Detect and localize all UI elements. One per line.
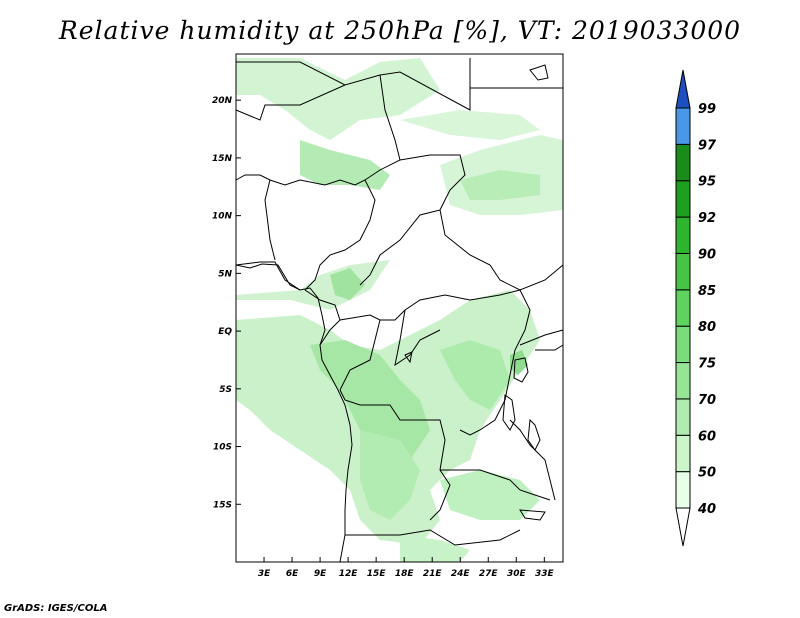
lat-tick-label: 5S	[219, 385, 232, 395]
colorbar-label: 50	[698, 466, 716, 481]
lon-tick-label: 24E	[451, 569, 471, 579]
colorbar-segment	[675, 252, 691, 291]
colorbar-segment	[675, 362, 691, 400]
colorbar-segment	[675, 143, 691, 182]
lat-tick-label: 10S	[213, 443, 232, 453]
colorbar-segment	[675, 398, 691, 436]
latitude-axis: 20N 15N 10N 5N EQ 5S 10S 15S	[212, 96, 241, 510]
lon-tick-label: 27E	[479, 569, 499, 579]
colorbar-segment	[675, 180, 691, 218]
country-borders	[235, 58, 564, 546]
colorbar-label: 80	[698, 320, 716, 335]
colorbar-segment	[675, 434, 691, 473]
colorbar: 40 50 60 70 75 80 85 90 92 95 97 99	[675, 69, 717, 547]
lat-tick-label: 15S	[213, 500, 232, 510]
lat-tick-label: EQ	[218, 327, 232, 337]
colorbar-label: 92	[698, 211, 716, 226]
lon-tick-label: 6E	[286, 569, 299, 579]
colorbar-segment	[675, 471, 691, 509]
colorbar-upper-triangle	[675, 69, 691, 109]
colorbar-label: 90	[698, 247, 716, 262]
lat-tick-label: 15N	[212, 154, 233, 164]
colorbar-segment	[675, 325, 691, 364]
chart-title: Relative humidity at 250hPa [%], VT: 201…	[58, 16, 742, 45]
lon-tick-label: 3E	[258, 569, 271, 579]
colorbar-lower-triangle	[675, 507, 691, 547]
colorbar-segment	[675, 107, 691, 145]
colorbar-label: 95	[698, 175, 716, 190]
plot-frame	[235, 53, 564, 563]
lat-tick-label: 5N	[218, 269, 232, 279]
colorbar-label: 97	[698, 138, 717, 153]
colorbar-label: 40	[697, 502, 716, 517]
humidity-shading	[236, 58, 563, 562]
colorbar-segment	[675, 289, 691, 327]
lat-tick-label: 20N	[212, 96, 233, 106]
lon-tick-label: 30E	[507, 569, 527, 579]
coastline	[235, 263, 353, 563]
lon-tick-label: 9E	[314, 569, 327, 579]
lon-tick-label: 21E	[423, 569, 443, 579]
grads-credit: GrADS: IGES/COLA	[4, 603, 108, 614]
lake-outlines	[404, 64, 549, 521]
lon-tick-label: 12E	[339, 569, 359, 579]
lon-tick-label: 18E	[395, 569, 415, 579]
colorbar-label: 99	[698, 102, 716, 117]
lon-tick-label: 15E	[367, 569, 387, 579]
colorbar-label: 85	[698, 284, 716, 299]
lat-tick-label: 10N	[212, 212, 233, 222]
colorbar-label: 75	[698, 357, 716, 372]
lon-tick-label: 33E	[535, 569, 555, 579]
longitude-axis: 3E 6E 9E 12E 15E 18E 21E 24E 27E 30E 33E	[258, 557, 555, 579]
colorbar-label: 60	[698, 429, 716, 444]
colorbar-label: 70	[698, 393, 716, 408]
colorbar-segment	[675, 216, 691, 254]
